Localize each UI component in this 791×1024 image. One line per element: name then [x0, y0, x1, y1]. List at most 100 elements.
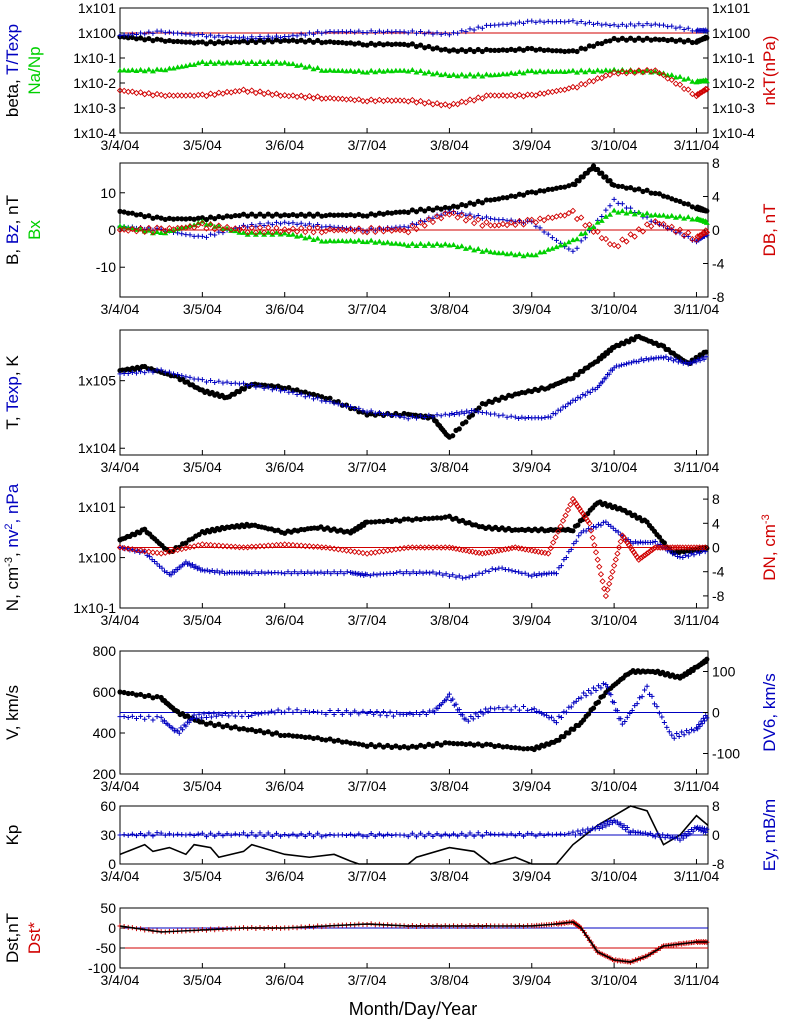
data-point [516, 745, 523, 751]
data-point [645, 832, 651, 838]
data-point [425, 544, 432, 551]
data-point [175, 216, 181, 222]
data-point [442, 411, 448, 417]
data-point [372, 227, 378, 233]
data-point [364, 743, 370, 749]
data-point [627, 231, 634, 238]
data-point [635, 829, 641, 835]
data-point [401, 832, 407, 838]
data-point [364, 519, 370, 525]
data-point [624, 825, 630, 831]
data-point [520, 253, 527, 259]
x-tick-label: 3/8/04 [430, 137, 469, 153]
data-point [544, 571, 550, 577]
data-point [249, 712, 255, 718]
data-point [294, 221, 300, 227]
data-point [512, 544, 519, 551]
data-point [145, 90, 152, 97]
data-point [635, 67, 642, 74]
data-point [456, 573, 462, 579]
data-point [529, 18, 535, 24]
data-point [171, 832, 177, 838]
data-point [224, 39, 230, 45]
data-point [689, 204, 695, 210]
data-point [475, 741, 481, 747]
data-point [627, 208, 634, 214]
data-point [673, 197, 679, 203]
y2-tick-label: -8 [712, 588, 725, 604]
data-point [129, 225, 136, 231]
y2-tick-label: 0 [712, 705, 720, 721]
data-point [598, 217, 605, 223]
data-point [232, 88, 239, 95]
data-point [442, 204, 448, 211]
data-point [650, 539, 656, 545]
data-point [683, 552, 689, 558]
data-point [504, 744, 510, 750]
data-point [248, 543, 255, 550]
data-point [562, 48, 568, 55]
data-point [438, 212, 444, 218]
data-point [466, 574, 472, 580]
data-point [318, 569, 324, 575]
data-point [558, 563, 564, 569]
data-point [676, 81, 684, 88]
data-point [293, 228, 301, 235]
data-point [306, 211, 313, 217]
data-point [253, 36, 259, 42]
x-tick-label: 3/9/04 [512, 778, 551, 794]
data-point [327, 39, 333, 45]
data-point [141, 228, 148, 235]
data-point [286, 220, 292, 226]
data-point [265, 37, 271, 43]
data-point [532, 252, 539, 258]
data-point [330, 95, 338, 102]
data-point [496, 705, 502, 711]
data-point [223, 88, 231, 96]
data-point [430, 207, 436, 213]
data-point [202, 568, 208, 574]
data-point [672, 74, 679, 80]
data-point [224, 722, 230, 729]
y2-tick-label: 1x101 [712, 0, 750, 16]
data-point [552, 534, 559, 541]
data-point [319, 834, 325, 840]
data-point [467, 26, 473, 32]
data-point [302, 389, 308, 395]
data-point [257, 211, 263, 217]
data-point [468, 713, 474, 719]
data-point [162, 67, 169, 73]
data-point [207, 220, 214, 226]
series-black [119, 805, 709, 865]
data-point [146, 35, 152, 42]
y2-axis-label-part: DV6, km/s [760, 673, 779, 751]
data-point [286, 38, 292, 44]
data-point [158, 230, 165, 236]
data-point [245, 224, 251, 230]
data-point [376, 742, 383, 748]
y2-tick-label: 0 [712, 827, 720, 843]
data-point [355, 67, 362, 73]
data-point [368, 28, 374, 34]
data-point [236, 35, 242, 41]
data-point [463, 203, 469, 209]
data-point [129, 713, 135, 719]
x-tick-label: 3/9/04 [512, 137, 551, 153]
data-point [557, 68, 564, 74]
data-point [459, 28, 465, 34]
data-point [438, 31, 444, 37]
data-point [479, 743, 485, 749]
data-point [438, 413, 444, 419]
y-axis-label: Dst,nT [3, 913, 22, 963]
data-point [277, 38, 284, 44]
data-point [583, 528, 589, 534]
data-point [446, 32, 452, 38]
data-point [541, 19, 547, 25]
data-point [245, 36, 251, 42]
data-point [437, 570, 443, 576]
data-point [417, 240, 424, 246]
y-axis-label-part: V, km/s [3, 685, 22, 740]
data-point [138, 713, 144, 719]
data-point [199, 91, 206, 98]
data-point [249, 830, 255, 836]
